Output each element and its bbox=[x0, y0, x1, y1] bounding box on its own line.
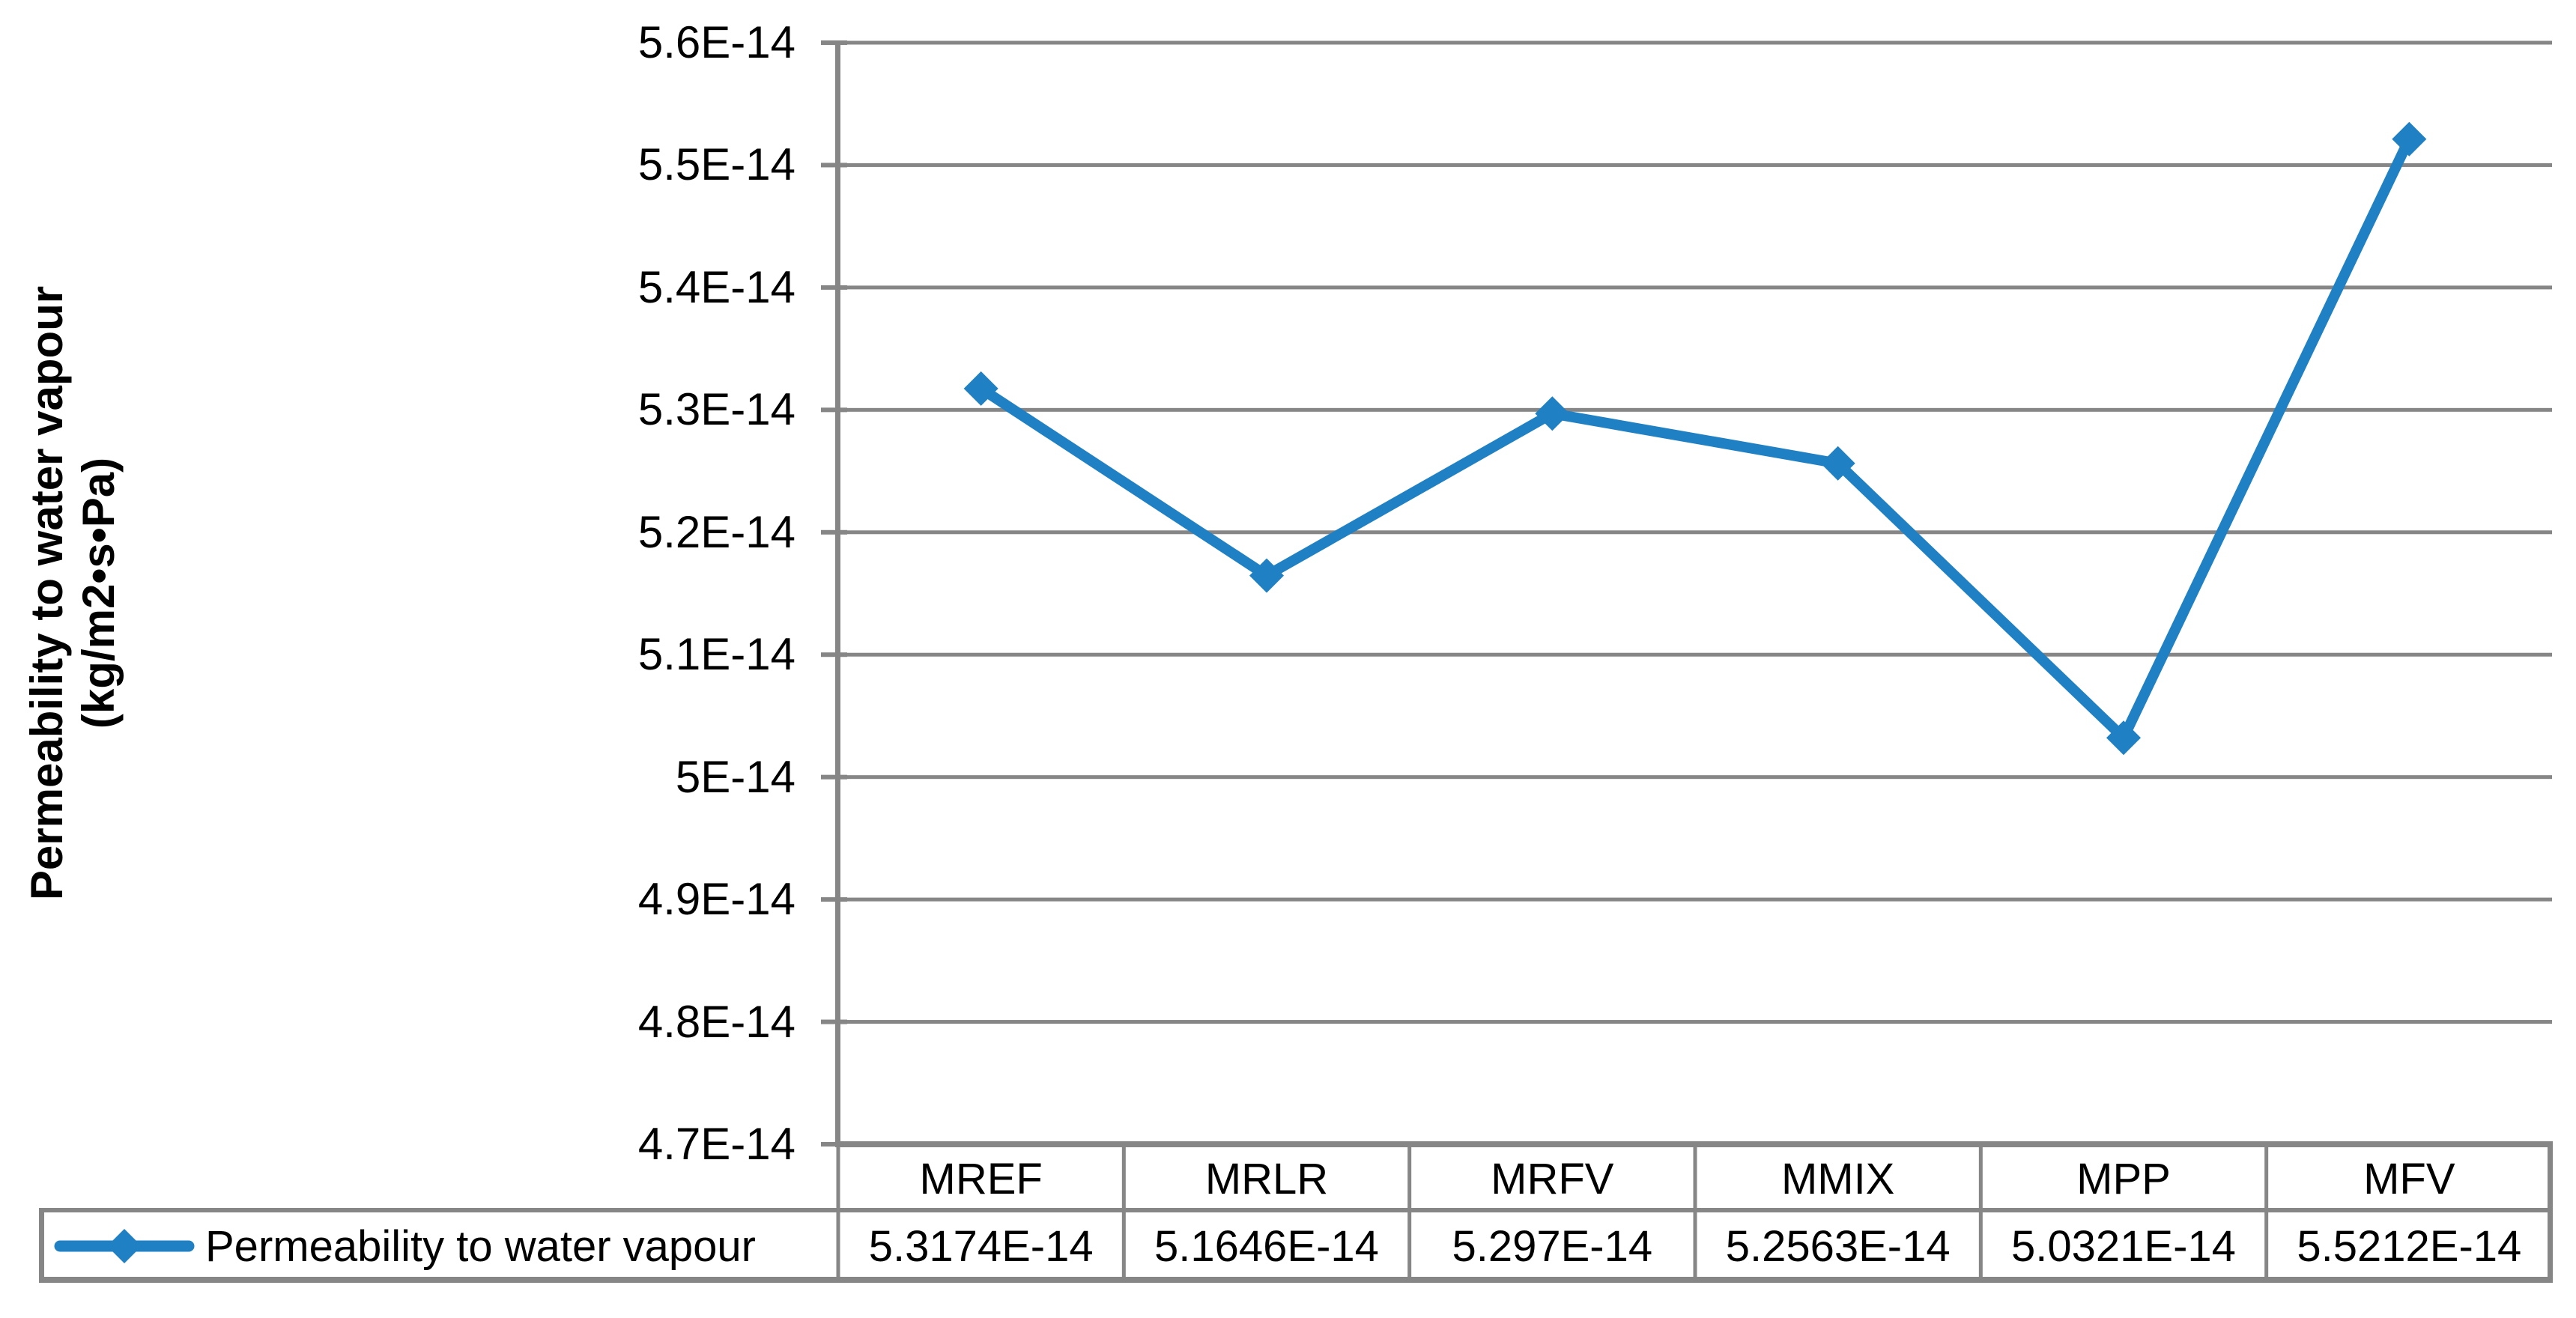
gridline bbox=[838, 530, 2552, 535]
table-column-border bbox=[1978, 1141, 1983, 1280]
value-cell: 5.297E-14 bbox=[1452, 1222, 1653, 1271]
table-column-border bbox=[2264, 1141, 2269, 1280]
value-cell: 5.1646E-14 bbox=[1154, 1222, 1379, 1271]
x-category-cell: MFV bbox=[2363, 1155, 2455, 1203]
y-axis-tick-label: 5.5E-14 bbox=[637, 139, 795, 190]
value-cell: 5.0321E-14 bbox=[2011, 1222, 2236, 1271]
gridline bbox=[838, 652, 2552, 657]
legend-series-label: Permeability to water vapour bbox=[205, 1221, 756, 1271]
y-axis-tick-label: 5.1E-14 bbox=[637, 629, 795, 680]
y-axis-tick-label: 4.9E-14 bbox=[637, 874, 795, 925]
y-axis-tick-label: 4.7E-14 bbox=[637, 1119, 795, 1169]
y-axis-tick bbox=[821, 652, 847, 658]
x-category-cell: MRLR bbox=[1204, 1155, 1329, 1203]
y-axis-tick bbox=[821, 285, 847, 290]
y-axis-tick bbox=[821, 163, 847, 168]
data-point-marker bbox=[2106, 720, 2141, 756]
table-right-border bbox=[2548, 1141, 2553, 1283]
x-category-cell: MMIX bbox=[1781, 1155, 1895, 1203]
y-axis-tick bbox=[821, 1019, 847, 1024]
value-cell: 5.5212E-14 bbox=[2297, 1222, 2522, 1271]
y-axis-tick-label: 5.6E-14 bbox=[637, 17, 795, 67]
table-left-border bbox=[39, 1208, 44, 1283]
gridline bbox=[838, 407, 2552, 412]
series-line bbox=[975, 133, 2415, 744]
y-axis-tick-label: 5.2E-14 bbox=[637, 506, 795, 557]
table-column-border bbox=[1121, 1141, 1126, 1280]
table-mid-border bbox=[39, 1208, 2552, 1212]
x-category-cell: MPP bbox=[2076, 1155, 2171, 1203]
gridline bbox=[838, 1020, 2552, 1024]
y-axis-tick bbox=[821, 1142, 847, 1147]
y-axis-tick-label: 4.8E-14 bbox=[637, 996, 795, 1047]
y-axis-title: Permeability to water vapour (kg/m2•s•Pa… bbox=[21, 286, 124, 900]
y-axis-tick bbox=[821, 407, 847, 413]
y-axis-tick bbox=[821, 40, 847, 45]
value-cell: 5.3174E-14 bbox=[868, 1222, 1094, 1271]
table-column-border bbox=[1407, 1141, 1412, 1280]
y-axis-title-line1: Permeability to water vapour bbox=[22, 285, 72, 901]
gridline bbox=[838, 163, 2552, 167]
data-point-marker bbox=[1249, 558, 1284, 593]
legend-cell: Permeability to water vapour bbox=[46, 1214, 842, 1278]
y-axis-line bbox=[835, 43, 840, 1144]
y-axis-tick bbox=[821, 774, 847, 780]
table-column-border bbox=[836, 1141, 840, 1280]
gridline bbox=[838, 40, 2552, 45]
x-category-cell: MRFV bbox=[1491, 1155, 1614, 1203]
gridline bbox=[838, 897, 2552, 902]
data-point-marker bbox=[963, 371, 998, 406]
table-bottom-border bbox=[39, 1277, 2552, 1283]
data-point-marker bbox=[2392, 121, 2427, 157]
x-category-cell: MREF bbox=[919, 1155, 1043, 1203]
legend-key-icon bbox=[54, 1229, 195, 1263]
table-column-border bbox=[1693, 1141, 1697, 1280]
gridline bbox=[838, 285, 2552, 290]
y-axis-tick-label: 5E-14 bbox=[675, 751, 795, 802]
data-point-marker bbox=[1535, 396, 1570, 431]
y-axis-tick bbox=[821, 529, 847, 535]
value-cell: 5.2563E-14 bbox=[1725, 1222, 1951, 1271]
gridline bbox=[838, 775, 2552, 780]
y-axis-tick-label: 5.3E-14 bbox=[637, 384, 795, 435]
y-axis-tick bbox=[821, 897, 847, 902]
y-axis-tick-label: 5.4E-14 bbox=[637, 261, 795, 312]
y-axis-title-line2: (kg/m2•s•Pa) bbox=[73, 457, 124, 729]
data-point-marker bbox=[1820, 446, 1855, 481]
